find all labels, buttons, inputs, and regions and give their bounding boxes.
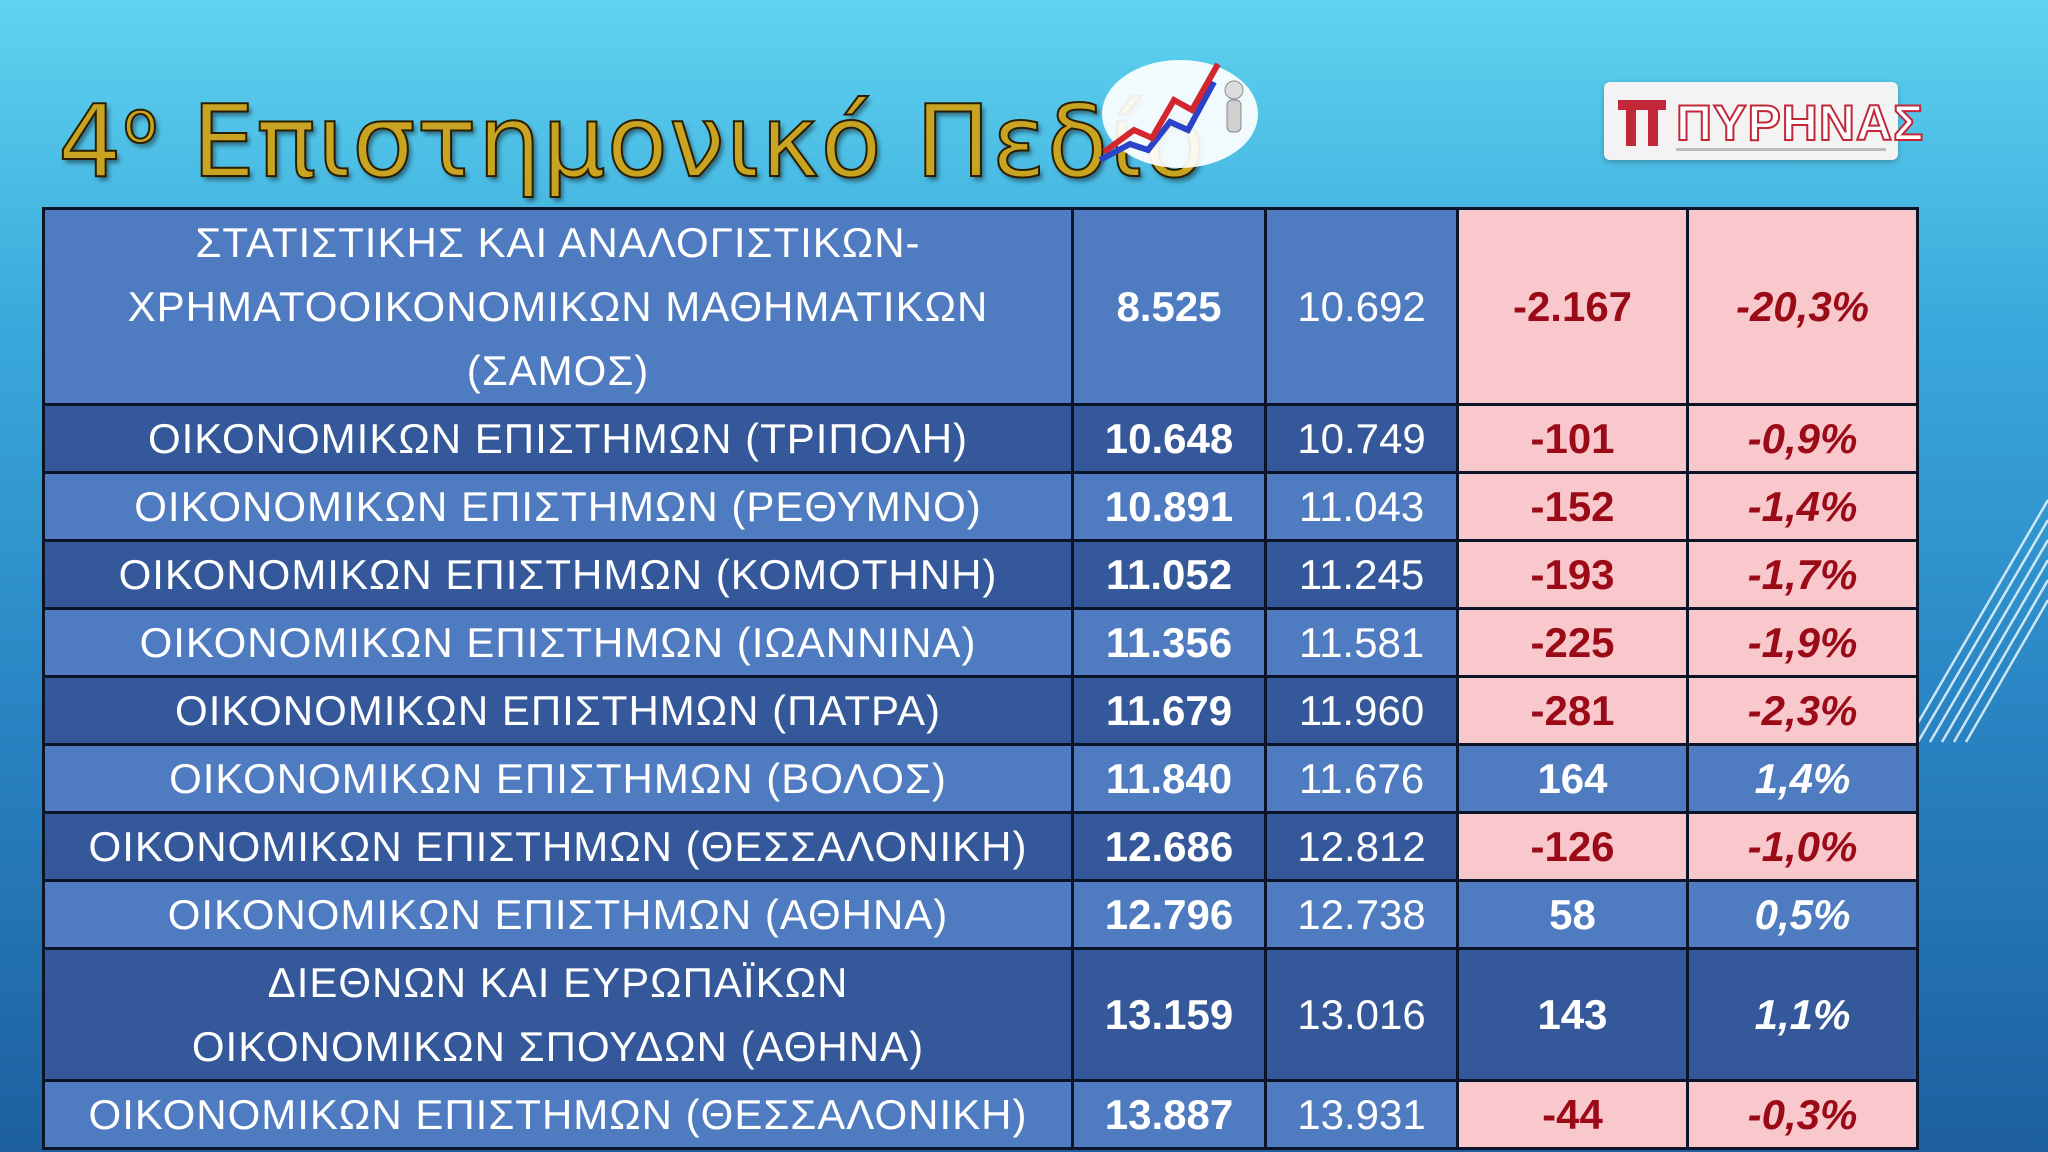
- program-name: ΟΙΚΟΝΟΜΙΚΩΝ ΕΠΙΣΤΗΜΩΝ (ΤΡΙΠΟΛΗ): [42, 403, 1074, 474]
- table-row: ΟΙΚΟΝΟΜΙΚΩΝ ΕΠΙΣΤΗΜΩΝ (ΑΘΗΝΑ) 12.796 12.73…: [42, 879, 1919, 950]
- program-name: ΟΙΚΟΝΟΜΙΚΩΝ ΕΠΙΣΤΗΜΩΝ (ΑΘΗΝΑ): [42, 879, 1074, 950]
- score-current: 12.796: [1071, 879, 1267, 950]
- score-current: 10.891: [1071, 471, 1267, 542]
- program-name: ΟΙΚΟΝΟΜΙΚΩΝ ΕΠΙΣΤΗΜΩΝ (ΚΟΜΟΤΗΝΗ): [42, 539, 1074, 610]
- program-name-text: ΟΙΚΟΝΟΜΙΚΩΝ ΕΠΙΣΤΗΜΩΝ (ΒΟΛΟΣ): [169, 754, 947, 802]
- program-name-text: ΟΙΚΟΝΟΜΙΚΩΝ ΕΠΙΣΤΗΜΩΝ (ΘΕΣΣΑΛΟΝΙΚΗ): [88, 822, 1028, 870]
- percent-change: -1,0%: [1686, 811, 1919, 882]
- score-current: 11.356: [1071, 607, 1267, 678]
- score-previous: 12.738: [1264, 879, 1459, 950]
- program-name-text: ΣΤΑΤΙΣΤΙΚΗΣ ΚΑΙ ΑΝΑΛΟΓΙΣΤΙΚΩΝ-ΧΡΗΜΑΤΟΟΙΚ…: [127, 218, 989, 394]
- score-difference: -193: [1456, 539, 1689, 610]
- percent-change: -0,3%: [1686, 1079, 1919, 1150]
- score-previous: 10.692: [1264, 207, 1459, 406]
- percent-change: -1,7%: [1686, 539, 1919, 610]
- program-name-text: ΟΙΚΟΝΟΜΙΚΩΝ ΕΠΙΣΤΗΜΩΝ (ΡΕΘΥΜΝΟ): [134, 482, 982, 530]
- title-number: 4: [57, 82, 123, 201]
- logo-brand-text: ΠΥΡΗΝΑΣ: [1675, 95, 1925, 151]
- program-name: ΟΙΚΟΝΟΜΙΚΩΝ ΕΠΙΣΤΗΜΩΝ (ΡΕΘΥΜΝΟ): [42, 471, 1074, 542]
- program-name-text: ΔΙΕΘΝΩΝ ΚΑΙ ΕΥΡΩΠΑΪΚΩΝ ΟΙΚΟΝΟΜΙΚΩΝ ΣΠΟΥΔ…: [191, 958, 925, 1070]
- score-difference: -2.167: [1456, 207, 1689, 406]
- percent-change: -2,3%: [1686, 675, 1919, 746]
- table-row: ΟΙΚΟΝΟΜΙΚΩΝ ΕΠΙΣΤΗΜΩΝ (ΚΟΜΟΤΗΝΗ) 11.052 11…: [42, 539, 1919, 610]
- pyrinas-logo: ΠΥΡΗΝΑΣ: [1604, 82, 1924, 160]
- program-name: ΟΙΚΟΝΟΜΙΚΩΝ ΕΠΙΣΤΗΜΩΝ (ΙΩΑΝΝΙΝΑ): [42, 607, 1074, 678]
- score-previous: 11.676: [1264, 743, 1459, 814]
- table-row: ΟΙΚΟΝΟΜΙΚΩΝ ΕΠΙΣΤΗΜΩΝ (ΠΑΤΡΑ) 11.679 11.96…: [42, 675, 1919, 746]
- score-previous: 13.016: [1264, 947, 1459, 1082]
- score-previous: 11.581: [1264, 607, 1459, 678]
- score-current: 11.052: [1071, 539, 1267, 610]
- percent-change: 0,5%: [1686, 879, 1919, 950]
- score-difference: -152: [1456, 471, 1689, 542]
- score-current: 10.648: [1071, 403, 1267, 474]
- table-row: ΟΙΚΟΝΟΜΙΚΩΝ ΕΠΙΣΤΗΜΩΝ (ΙΩΑΝΝΙΝΑ) 11.356 11…: [42, 607, 1919, 678]
- program-name: ΣΤΑΤΙΣΤΙΚΗΣ ΚΑΙ ΑΝΑΛΟΓΙΣΤΙΚΩΝ-ΧΡΗΜΑΤΟΟΙΚ…: [42, 207, 1074, 406]
- score-difference: -126: [1456, 811, 1689, 882]
- program-name-text: ΟΙΚΟΝΟΜΙΚΩΝ ΕΠΙΣΤΗΜΩΝ (ΤΡΙΠΟΛΗ): [147, 414, 969, 462]
- score-current: 11.679: [1071, 675, 1267, 746]
- score-current: 13.159: [1071, 947, 1267, 1082]
- program-name: ΟΙΚΟΝΟΜΙΚΩΝ ΕΠΙΣΤΗΜΩΝ (ΘΕΣΣΑΛΟΝΙΚΗ): [42, 1079, 1074, 1150]
- program-name-text: ΟΙΚΟΝΟΜΙΚΩΝ ΕΠΙΣΤΗΜΩΝ (ΙΩΑΝΝΙΝΑ): [139, 618, 977, 666]
- table-row: ΟΙΚΟΝΟΜΙΚΩΝ ΕΠΙΣΤΗΜΩΝ (ΘΕΣΣΑΛΟΝΙΚΗ) 12.68…: [42, 811, 1919, 882]
- score-current: 8.525: [1071, 207, 1267, 406]
- percent-change: -20,3%: [1686, 207, 1919, 406]
- table-row: ΟΙΚΟΝΟΜΙΚΩΝ ΕΠΙΣΤΗΜΩΝ (ΒΟΛΟΣ) 11.840 11.67…: [42, 743, 1919, 814]
- program-name-text: ΟΙΚΟΝΟΜΙΚΩΝ ΕΠΙΣΤΗΜΩΝ (ΑΘΗΝΑ): [167, 890, 949, 938]
- score-previous: 13.931: [1264, 1079, 1459, 1150]
- score-current: 13.887: [1071, 1079, 1267, 1150]
- score-previous: 12.812: [1264, 811, 1459, 882]
- table-row: ΟΙΚΟΝΟΜΙΚΩΝ ΕΠΙΣΤΗΜΩΝ (ΤΡΙΠΟΛΗ) 10.648 10.…: [42, 403, 1919, 474]
- table-row: ΟΙΚΟΝΟΜΙΚΩΝ ΕΠΙΣΤΗΜΩΝ (ΡΕΘΥΜΝΟ) 10.891 11.…: [42, 471, 1919, 542]
- results-table: ΣΤΑΤΙΣΤΙΚΗΣ ΚΑΙ ΑΝΑΛΟΓΙΣΤΙΚΩΝ-ΧΡΗΜΑΤΟΟΙΚ…: [42, 207, 1919, 1150]
- score-difference: 58: [1456, 879, 1689, 950]
- percent-change: 1,1%: [1686, 947, 1919, 1082]
- score-previous: 11.043: [1264, 471, 1459, 542]
- score-current: 11.840: [1071, 743, 1267, 814]
- program-name: ΟΙΚΟΝΟΜΙΚΩΝ ΕΠΙΣΤΗΜΩΝ (ΒΟΛΟΣ): [42, 743, 1074, 814]
- pi-logo-icon: [1618, 100, 1666, 146]
- score-previous: 11.245: [1264, 539, 1459, 610]
- program-name: ΔΙΕΘΝΩΝ ΚΑΙ ΕΥΡΩΠΑΪΚΩΝ ΟΙΚΟΝΟΜΙΚΩΝ ΣΠΟΥΔ…: [42, 947, 1074, 1082]
- table-row: ΔΙΕΘΝΩΝ ΚΑΙ ΕΥΡΩΠΑΪΚΩΝ ΟΙΚΟΝΟΜΙΚΩΝ ΣΠΟΥΔ…: [42, 947, 1919, 1082]
- title-ordinal: ο: [122, 87, 160, 157]
- score-difference: -281: [1456, 675, 1689, 746]
- program-name-text: ΟΙΚΟΝΟΜΙΚΩΝ ΕΠΙΣΤΗΜΩΝ (ΠΑΤΡΑ): [175, 686, 941, 734]
- growth-chart-icon: [1098, 60, 1258, 168]
- program-name-text: ΟΙΚΟΝΟΜΙΚΩΝ ΕΠΙΣΤΗΜΩΝ (ΚΟΜΟΤΗΝΗ): [118, 550, 998, 598]
- score-difference: 164: [1456, 743, 1689, 814]
- score-difference: -101: [1456, 403, 1689, 474]
- logo-tagline-bar: [1676, 148, 1886, 151]
- decorative-lines: [1908, 499, 2048, 743]
- score-difference: 143: [1456, 947, 1689, 1082]
- score-previous: 10.749: [1264, 403, 1459, 474]
- percent-change: -1,9%: [1686, 607, 1919, 678]
- percent-change: 1,4%: [1686, 743, 1919, 814]
- program-name: ΟΙΚΟΝΟΜΙΚΩΝ ΕΠΙΣΤΗΜΩΝ (ΘΕΣΣΑΛΟΝΙΚΗ): [42, 811, 1074, 882]
- table-row: ΣΤΑΤΙΣΤΙΚΗΣ ΚΑΙ ΑΝΑΛΟΓΙΣΤΙΚΩΝ-ΧΡΗΜΑΤΟΟΙΚ…: [42, 207, 1919, 406]
- program-name: ΟΙΚΟΝΟΜΙΚΩΝ ΕΠΙΣΤΗΜΩΝ (ΠΑΤΡΑ): [42, 675, 1074, 746]
- score-difference: -225: [1456, 607, 1689, 678]
- score-current: 12.686: [1071, 811, 1267, 882]
- score-previous: 11.960: [1264, 675, 1459, 746]
- percent-change: -1,4%: [1686, 471, 1919, 542]
- title-text: Επιστημονικό Πεδίο: [191, 82, 1206, 201]
- percent-change: -0,9%: [1686, 403, 1919, 474]
- program-name-text: ΟΙΚΟΝΟΜΙΚΩΝ ΕΠΙΣΤΗΜΩΝ (ΘΕΣΣΑΛΟΝΙΚΗ): [88, 1090, 1028, 1138]
- slide-title: 4ο Επιστημονικό Πεδίο: [57, 62, 1206, 202]
- table-row: ΟΙΚΟΝΟΜΙΚΩΝ ΕΠΙΣΤΗΜΩΝ (ΘΕΣΣΑΛΟΝΙΚΗ) 13.88…: [42, 1079, 1919, 1150]
- score-difference: -44: [1456, 1079, 1689, 1150]
